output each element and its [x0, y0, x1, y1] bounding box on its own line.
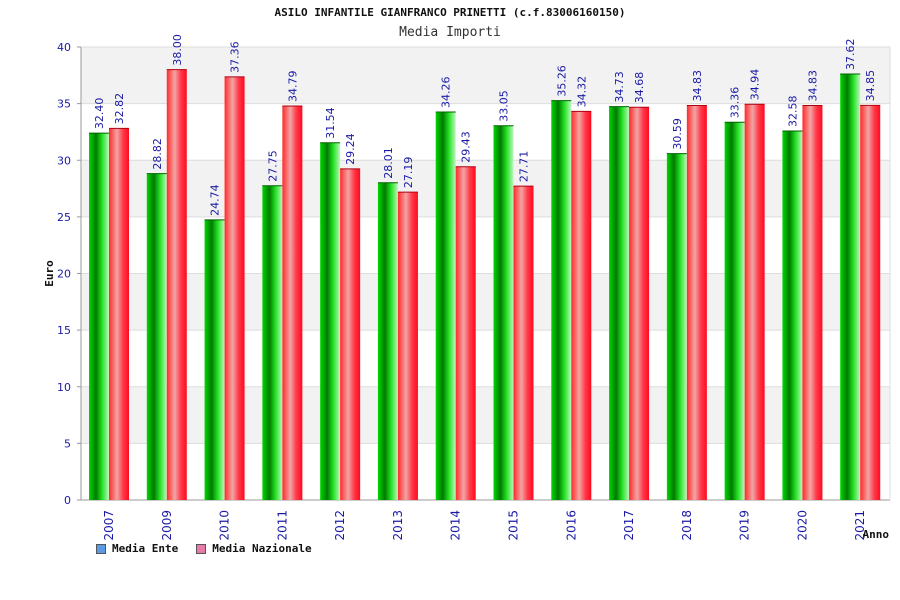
data-label: 34.85 — [864, 70, 877, 102]
bar-media-ente — [782, 131, 803, 500]
plot-band — [81, 160, 890, 217]
bar-media-ente — [493, 125, 514, 501]
data-label: 31.54 — [324, 107, 337, 139]
bar-media-nazionale — [340, 168, 361, 500]
y-tick-label: 30 — [57, 154, 71, 167]
bar-media-ente — [609, 106, 630, 501]
data-label: 37.36 — [229, 41, 242, 73]
legend-label-ente: Media Ente — [112, 542, 179, 555]
x-tick-label: 2012 — [333, 510, 347, 541]
chart-title: ASILO INFANTILE GIANFRANCO PRINETTI (c.f… — [274, 6, 626, 19]
plot-band — [81, 386, 890, 444]
data-label: 34.83 — [691, 70, 704, 102]
y-tick-label: 10 — [57, 381, 71, 394]
bar-media-nazionale — [166, 69, 187, 501]
plot-band — [81, 47, 890, 104]
bar-media-ente — [146, 173, 167, 500]
legend-item-nazionale: Media Nazionale — [196, 542, 312, 555]
x-tick-label: 2019 — [738, 510, 752, 541]
x-tick-label: 2011 — [275, 510, 289, 541]
data-label: 37.62 — [844, 38, 857, 70]
chart-subtitle: Media Importi — [399, 25, 501, 40]
data-label: 34.26 — [440, 77, 453, 109]
data-label: 34.68 — [633, 72, 646, 104]
x-tick-label: 2018 — [680, 510, 694, 541]
bar-media-nazionale — [397, 192, 418, 501]
y-tick-label: 40 — [57, 41, 71, 54]
x-tick-label: 2017 — [622, 510, 636, 541]
plot-band — [81, 273, 890, 331]
data-label: 32.58 — [786, 96, 799, 128]
y-tick-label: 0 — [64, 494, 71, 507]
data-label: 32.82 — [113, 93, 126, 125]
bar-media-nazionale — [109, 128, 129, 500]
data-label: 32.40 — [93, 98, 106, 130]
bar-media-nazionale — [513, 186, 534, 500]
data-label: 29.24 — [344, 133, 357, 165]
x-tick-label: 2014 — [449, 510, 463, 541]
legend-item-ente: Media Ente — [96, 542, 178, 555]
bar-media-ente — [724, 122, 745, 500]
y-tick-label: 15 — [57, 324, 71, 337]
bar-media-ente — [435, 112, 456, 501]
data-label: 24.74 — [209, 184, 222, 216]
y-axis-label: Euro — [43, 260, 56, 287]
bar-media-nazionale — [744, 104, 765, 500]
y-tick-label: 35 — [57, 98, 71, 111]
data-label: 33.05 — [498, 90, 511, 122]
x-tick-label: 2007 — [102, 510, 116, 541]
data-label: 28.01 — [382, 147, 395, 179]
bar-media-nazionale — [686, 105, 707, 501]
data-label: 27.75 — [266, 150, 279, 182]
x-axis-label: Anno — [863, 528, 890, 541]
bar-media-nazionale — [282, 106, 303, 501]
data-label: 34.94 — [749, 69, 762, 101]
bar-media-ente — [377, 182, 398, 500]
data-label: 30.59 — [671, 118, 684, 150]
x-tick-label: 2020 — [795, 510, 809, 541]
x-tick-label: 2009 — [160, 510, 174, 541]
data-label: 28.82 — [151, 138, 164, 170]
data-label: 35.26 — [555, 65, 568, 97]
bar-media-nazionale — [571, 111, 592, 501]
legend-swatch-nazionale — [196, 543, 207, 554]
x-tick-label: 2016 — [564, 510, 578, 541]
bar-media-ente — [666, 153, 687, 501]
bar-media-nazionale — [802, 105, 823, 501]
data-label: 27.71 — [518, 151, 531, 183]
data-label: 34.32 — [575, 76, 588, 108]
bar-media-nazionale — [629, 107, 650, 501]
data-label: 34.73 — [613, 71, 626, 103]
bar-media-ente — [840, 73, 861, 501]
data-label: 34.83 — [806, 70, 819, 102]
x-tick-label: 2015 — [507, 510, 521, 541]
bar-media-ente — [551, 100, 572, 501]
x-tick-label: 2013 — [391, 510, 405, 541]
bar-media-ente — [320, 142, 341, 500]
bar-media-nazionale — [224, 76, 245, 500]
bar-media-nazionale — [860, 105, 881, 500]
y-tick-label: 5 — [64, 437, 71, 450]
bar-media-nazionale — [455, 166, 476, 500]
y-tick-label: 25 — [57, 211, 71, 224]
x-tick-label: 2010 — [218, 510, 232, 541]
x-tick-label: 2021 — [853, 510, 867, 541]
data-label: 34.79 — [286, 71, 299, 103]
y-tick-label: 20 — [57, 268, 71, 281]
data-label: 27.19 — [402, 157, 415, 189]
legend: Media Ente Media Nazionale — [96, 542, 312, 555]
bar-media-ente — [262, 185, 283, 500]
bar-media-ente — [89, 133, 109, 500]
legend-label-nazionale: Media Nazionale — [212, 542, 312, 555]
legend-swatch-ente — [96, 543, 106, 554]
data-label: 29.43 — [460, 131, 473, 163]
data-label: 33.36 — [729, 87, 742, 119]
data-label: 38.00 — [171, 34, 184, 66]
bar-media-ente — [204, 219, 225, 500]
